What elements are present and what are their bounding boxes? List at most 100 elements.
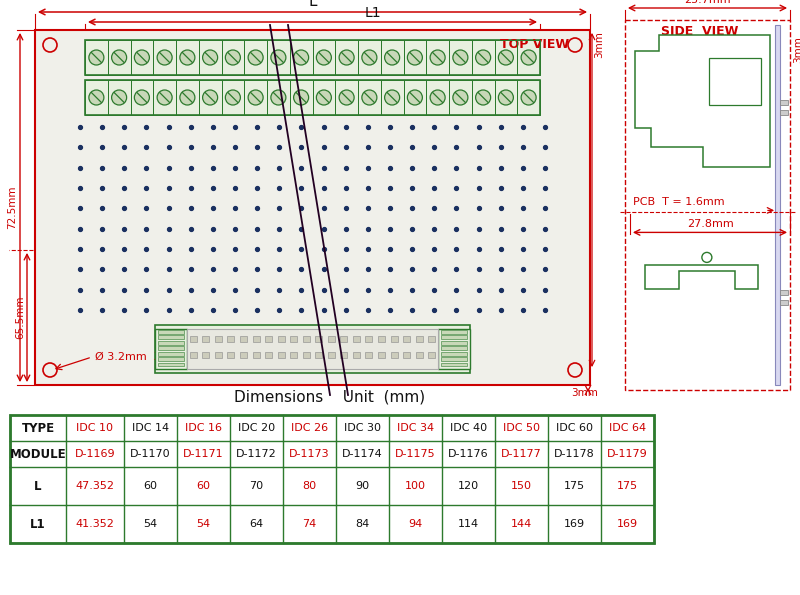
Text: IDC 34: IDC 34 <box>397 423 434 433</box>
Bar <box>625 20 790 390</box>
Text: D-1176: D-1176 <box>448 449 489 459</box>
Bar <box>202 336 210 342</box>
Text: 3mm: 3mm <box>793 36 800 64</box>
Text: Ø 3.2mm  X  4: Ø 3.2mm X 4 <box>95 352 175 362</box>
Bar <box>108 80 130 115</box>
Text: D-1179: D-1179 <box>607 449 648 459</box>
Circle shape <box>180 90 195 105</box>
Bar <box>85 80 108 115</box>
Text: IDC 16: IDC 16 <box>185 423 222 433</box>
Circle shape <box>226 90 240 105</box>
Circle shape <box>498 90 514 105</box>
Bar <box>244 80 267 115</box>
Circle shape <box>385 90 400 105</box>
Bar <box>780 110 788 115</box>
Circle shape <box>294 50 309 65</box>
Bar <box>158 352 184 356</box>
Circle shape <box>316 50 331 65</box>
Bar <box>494 80 518 115</box>
Bar <box>315 336 322 342</box>
Bar <box>449 80 472 115</box>
Bar <box>130 80 154 115</box>
Circle shape <box>385 50 400 65</box>
Text: D-1177: D-1177 <box>501 449 542 459</box>
Text: L: L <box>34 480 42 493</box>
Bar <box>441 330 467 334</box>
Text: TOP VIEW: TOP VIEW <box>501 37 570 51</box>
Text: 64: 64 <box>250 519 263 529</box>
Circle shape <box>521 50 536 65</box>
Circle shape <box>202 90 218 105</box>
Text: 41.352: 41.352 <box>75 519 114 529</box>
Bar <box>130 40 154 75</box>
Bar <box>472 40 494 75</box>
Circle shape <box>430 50 445 65</box>
Bar <box>441 362 467 367</box>
Circle shape <box>498 50 514 65</box>
Text: 169: 169 <box>617 519 638 529</box>
Bar <box>366 352 373 358</box>
Text: 25.7mm: 25.7mm <box>684 0 731 5</box>
Bar <box>428 336 435 342</box>
Text: 54: 54 <box>143 519 158 529</box>
Text: 120: 120 <box>458 481 479 491</box>
Bar <box>240 352 247 358</box>
Text: IDC 64: IDC 64 <box>609 423 646 433</box>
Text: 70: 70 <box>250 481 263 491</box>
Text: 27.8mm: 27.8mm <box>686 220 734 230</box>
Bar <box>441 357 467 361</box>
Circle shape <box>407 90 422 105</box>
Circle shape <box>453 90 468 105</box>
Bar <box>390 352 398 358</box>
Text: 114: 114 <box>458 519 479 529</box>
Bar <box>328 336 335 342</box>
Bar <box>35 30 590 385</box>
Text: 144: 144 <box>511 519 532 529</box>
Bar <box>335 40 358 75</box>
Bar <box>381 80 403 115</box>
Bar <box>176 80 198 115</box>
Text: SIDE  VIEW: SIDE VIEW <box>662 25 738 38</box>
Bar <box>198 40 222 75</box>
Circle shape <box>248 90 263 105</box>
Bar <box>358 40 381 75</box>
Circle shape <box>112 50 126 65</box>
Text: 54: 54 <box>197 519 210 529</box>
Text: 100: 100 <box>405 481 426 491</box>
Circle shape <box>339 50 354 65</box>
Text: 74: 74 <box>302 519 317 529</box>
Circle shape <box>316 90 331 105</box>
Bar <box>428 352 435 358</box>
Bar <box>278 352 285 358</box>
Circle shape <box>89 50 104 65</box>
Text: IDC 50: IDC 50 <box>503 423 540 433</box>
Bar <box>278 336 285 342</box>
Bar <box>215 352 222 358</box>
Bar <box>158 362 184 367</box>
Text: IDC 10: IDC 10 <box>77 423 114 433</box>
Bar <box>518 80 540 115</box>
Bar <box>426 80 449 115</box>
Bar <box>158 341 184 345</box>
Circle shape <box>407 50 422 65</box>
Text: D-1170: D-1170 <box>130 449 171 459</box>
Text: D-1178: D-1178 <box>554 449 595 459</box>
Text: IDC 60: IDC 60 <box>556 423 593 433</box>
Bar <box>10 415 654 543</box>
Text: 60: 60 <box>143 481 158 491</box>
Bar <box>358 80 381 115</box>
Text: IDC 30: IDC 30 <box>344 423 381 433</box>
Bar <box>780 290 788 295</box>
Circle shape <box>112 90 126 105</box>
Text: IDC 40: IDC 40 <box>450 423 487 433</box>
Bar <box>267 80 290 115</box>
Bar <box>302 352 310 358</box>
Bar <box>416 336 422 342</box>
Bar <box>403 40 426 75</box>
Bar <box>381 40 403 75</box>
Circle shape <box>271 90 286 105</box>
Bar <box>290 336 297 342</box>
Circle shape <box>157 90 172 105</box>
Bar <box>155 329 187 369</box>
Bar <box>403 336 410 342</box>
